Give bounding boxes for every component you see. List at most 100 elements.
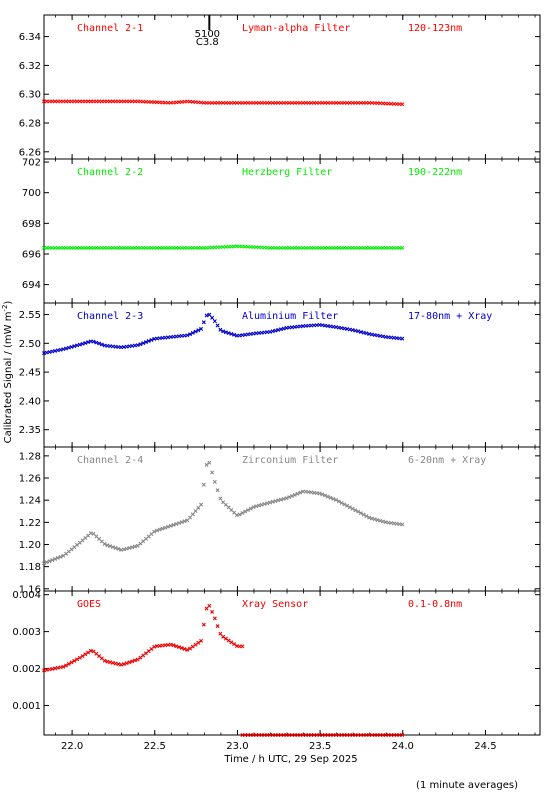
data-point [135,657,140,662]
filter-label: Lyman-alpha Filter [242,23,350,34]
data-point [325,494,330,499]
data-point [83,652,88,657]
data-point [287,495,292,500]
data-point [378,518,383,523]
data-point [58,347,63,352]
y-tick-label: 1.16 [19,584,41,595]
y-tick-label: 700 [22,188,41,199]
data-point [323,493,328,498]
data-point [372,332,377,337]
data-point-secondary [400,733,405,737]
data-point [179,520,184,525]
data-point [69,344,74,349]
data-point [328,495,333,500]
data-point [174,644,179,649]
data-point [223,636,228,641]
data-point [160,526,165,531]
data-point [276,498,281,503]
data-point [83,341,88,345]
data-point [47,667,52,672]
y-tick-label: 696 [22,249,41,260]
data-point [190,512,195,517]
data-point [364,331,369,336]
data-point [196,640,201,645]
band-label: 190-222nm [408,167,462,178]
y-tick-label: 698 [22,219,41,230]
data-point [77,655,82,660]
data-point [182,519,187,524]
data-point [317,491,322,496]
data-point [361,512,366,517]
data-point [110,545,115,550]
data-point [188,646,193,651]
data-point [127,545,132,550]
data-point [204,313,209,318]
data-point [132,544,137,549]
data-point [199,326,204,331]
data-point [278,497,283,502]
data-point [212,319,217,324]
y-tick-label: 1.26 [19,474,41,485]
data-point [102,658,107,663]
data-point [339,500,344,505]
data-point [168,642,173,647]
data-point [99,342,104,347]
panel-frame [43,158,541,304]
data-point [53,666,58,671]
data-point [223,502,228,507]
y-tick-label: 0.002 [12,664,41,675]
data-point [127,660,132,665]
data-point [256,503,261,508]
data-point [154,528,159,533]
data-point [55,555,60,560]
data-point [353,508,358,513]
data-point [221,329,226,334]
data-point [342,326,347,331]
data-point [278,327,283,332]
data-point [50,558,55,563]
data-point [185,647,190,652]
data-point [171,522,176,527]
data-point [229,640,234,645]
data-point [273,328,278,333]
data-point [42,668,46,673]
y-tick-label: 6.28 [19,119,41,130]
data-point [345,327,350,332]
panel-3: 2.35 2.40 2.45 2.50 2.55 Channel 2-3 Aluminium… [19,302,541,448]
data-point [108,544,113,549]
data-point [119,662,124,667]
data-point [210,609,215,614]
data-point [190,644,195,649]
filter-label: Aluminium Filter [242,311,338,322]
y-tick-label: 1.24 [19,496,41,507]
data-point [369,332,374,337]
y-tick-label: 1.18 [19,562,41,573]
data-point [240,511,245,516]
data-point [102,541,107,546]
data-point [221,634,226,639]
data-point [166,524,170,529]
data-point [53,348,58,353]
data-point [229,508,234,512]
band-label: 6-20nm + Xray [408,455,486,466]
data-point [356,329,361,334]
data-point [193,509,198,514]
data-point [353,328,358,333]
data-point [320,492,325,497]
data-point [295,491,300,496]
y-tick-label: 6.26 [19,147,41,158]
y-tick-label: 2.55 [19,310,41,321]
panel-4: 1.16 1.18 1.20 1.22 1.24 1.26 1.28 Channel 2-4 Z… [19,446,541,595]
data-point [267,500,272,505]
flare-class-label: C3.8 [196,37,219,48]
data-point [88,531,93,536]
data-point [53,557,58,561]
data-point [270,499,275,504]
data-point [226,638,231,643]
data-point [232,510,237,515]
data-point [168,523,173,528]
data-point [130,545,135,550]
data-point [243,509,248,514]
x-axis-label: Time / h UTC, 29 Sep 2025 [223,754,357,765]
